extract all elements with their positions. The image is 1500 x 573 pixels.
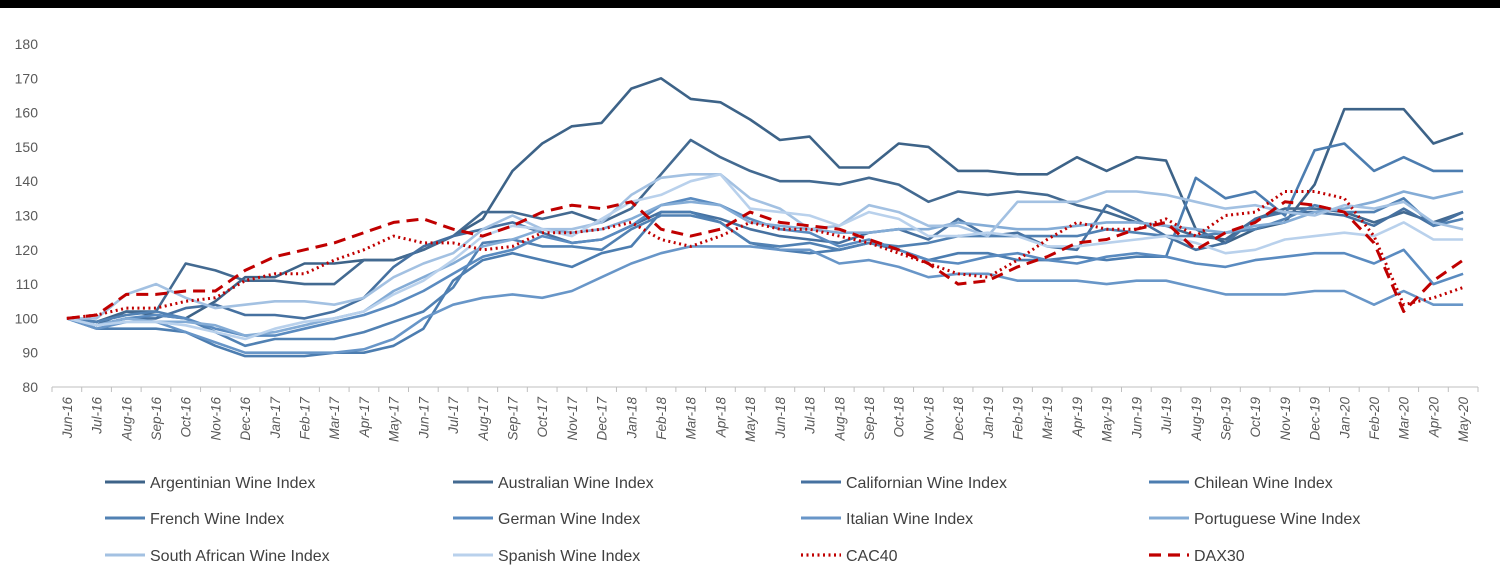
y-tick-label: 130: [15, 208, 39, 224]
x-tick-label: Feb-19: [1011, 397, 1026, 440]
x-tick-label: Nov-18: [921, 397, 936, 441]
x-tick-label: May-20: [1456, 397, 1471, 443]
legend-label: CAC40: [846, 548, 898, 565]
y-tick-label: 100: [15, 310, 39, 326]
x-tick-label: Oct-19: [1248, 397, 1263, 438]
x-tick-label: Nov-19: [1278, 397, 1293, 441]
legend-label: Argentinian Wine Index: [150, 475, 315, 492]
x-axis-ticks: Jun-16 Jul-16 Aug-16 Sep-16 Oct-16 Nov-16 Dec-…: [60, 397, 1471, 443]
x-tick-label: Jun-17: [416, 397, 431, 440]
x-tick-label: Sep-19: [1218, 397, 1233, 441]
legend-label: Chilean Wine Index: [1194, 475, 1333, 492]
x-tick-label: Sep-16: [149, 397, 164, 441]
series-lines: [66, 77, 1464, 358]
series-line-dax30: [66, 200, 1464, 320]
x-tick-label: May-19: [1100, 397, 1115, 443]
y-axis-ticks: 80 90 100 110 120 130 140 150 160 170 180: [15, 36, 39, 395]
series-line-spanish-wine-index: [66, 173, 1464, 341]
series-line-south-african-wine-index: [66, 173, 1464, 320]
x-tick-label: May-18: [743, 397, 758, 443]
series-line-californian-wine-index: [66, 203, 1464, 327]
y-tick-label: 160: [15, 105, 39, 121]
x-tick-label: Mar-19: [1040, 397, 1055, 440]
x-tick-label: Nov-17: [565, 397, 580, 441]
x-tick-label: Nov-16: [208, 397, 223, 441]
x-tick-label: Jun-18: [773, 397, 788, 440]
y-tick-label: 140: [15, 173, 39, 189]
legend-label: Spanish Wine Index: [498, 548, 640, 565]
x-tick-label: Apr-20: [1426, 397, 1441, 439]
x-tick-label: Jan-17: [268, 397, 283, 440]
x-tick-label: Jul-17: [446, 397, 461, 435]
legend-label: Portuguese Wine Index: [1194, 511, 1360, 528]
legend-label: Italian Wine Index: [846, 511, 973, 528]
x-tick-label: Jun-19: [1129, 397, 1144, 440]
legend-label: Australian Wine Index: [498, 475, 654, 492]
x-tick-label: Aug-19: [1189, 397, 1204, 442]
x-tick-label: Apr-19: [1070, 397, 1085, 439]
series-line-argentinian-wine-index: [66, 77, 1464, 324]
x-tick-label: Mar-20: [1397, 397, 1412, 440]
y-tick-label: 80: [22, 379, 38, 395]
x-tick-label: Aug-16: [119, 397, 134, 442]
x-tick-label: Jan-19: [981, 397, 996, 440]
x-tick-label: Jan-20: [1337, 397, 1352, 440]
series-line-portuguese-wine-index: [66, 190, 1464, 337]
legend-label: DAX30: [1194, 548, 1245, 565]
series-line-australian-wine-index: [66, 138, 1464, 327]
x-tick-label: Aug-17: [476, 397, 491, 442]
x-tick-label: Jul-18: [803, 397, 818, 435]
x-tick-label: Oct-18: [892, 397, 907, 438]
x-tick-label: Jul-16: [90, 397, 105, 435]
x-tick-label: Jul-19: [1159, 397, 1174, 435]
y-tick-label: 150: [15, 139, 39, 155]
x-tick-label: Feb-20: [1367, 397, 1382, 440]
x-tick-label: Aug-18: [832, 397, 847, 442]
x-tick-label: Feb-18: [654, 397, 669, 440]
x-tick-label: Oct-17: [535, 397, 550, 438]
x-tick-label: Sep-17: [505, 397, 520, 441]
x-tick-label: Jun-16: [60, 397, 75, 440]
legend-label: South African Wine Index: [150, 548, 330, 565]
y-tick-label: 170: [15, 70, 39, 86]
legend: Argentinian Wine Index Australian Wine In…: [105, 475, 1360, 565]
x-tick-label: Dec-17: [595, 397, 610, 441]
axes: [51, 386, 1479, 392]
series-line-italian-wine-index: [66, 245, 1464, 355]
x-tick-label: Feb-17: [298, 397, 313, 440]
x-tick-label: Mar-17: [327, 397, 342, 440]
x-tick-label: Oct-16: [179, 397, 194, 438]
y-tick-label: 120: [15, 242, 39, 258]
y-tick-label: 90: [22, 345, 38, 361]
x-tick-label: Dec-19: [1308, 397, 1323, 441]
series-line-chilean-wine-index: [66, 142, 1464, 358]
legend-label: Californian Wine Index: [846, 475, 1007, 492]
legend-label: German Wine Index: [498, 511, 640, 528]
x-tick-label: Dec-16: [238, 397, 253, 441]
x-tick-label: Sep-18: [862, 397, 877, 441]
x-tick-label: Apr-17: [357, 397, 372, 439]
legend-label: French Wine Index: [150, 511, 284, 528]
x-tick-label: Dec-18: [951, 397, 966, 441]
y-tick-label: 180: [15, 36, 39, 52]
x-tick-label: May-17: [387, 397, 402, 443]
x-tick-label: Jan-18: [624, 397, 639, 440]
x-tick-label: Apr-18: [713, 397, 728, 439]
top-border: [0, 0, 1500, 8]
y-tick-label: 110: [16, 276, 39, 292]
x-tick-label: Mar-18: [684, 397, 699, 440]
